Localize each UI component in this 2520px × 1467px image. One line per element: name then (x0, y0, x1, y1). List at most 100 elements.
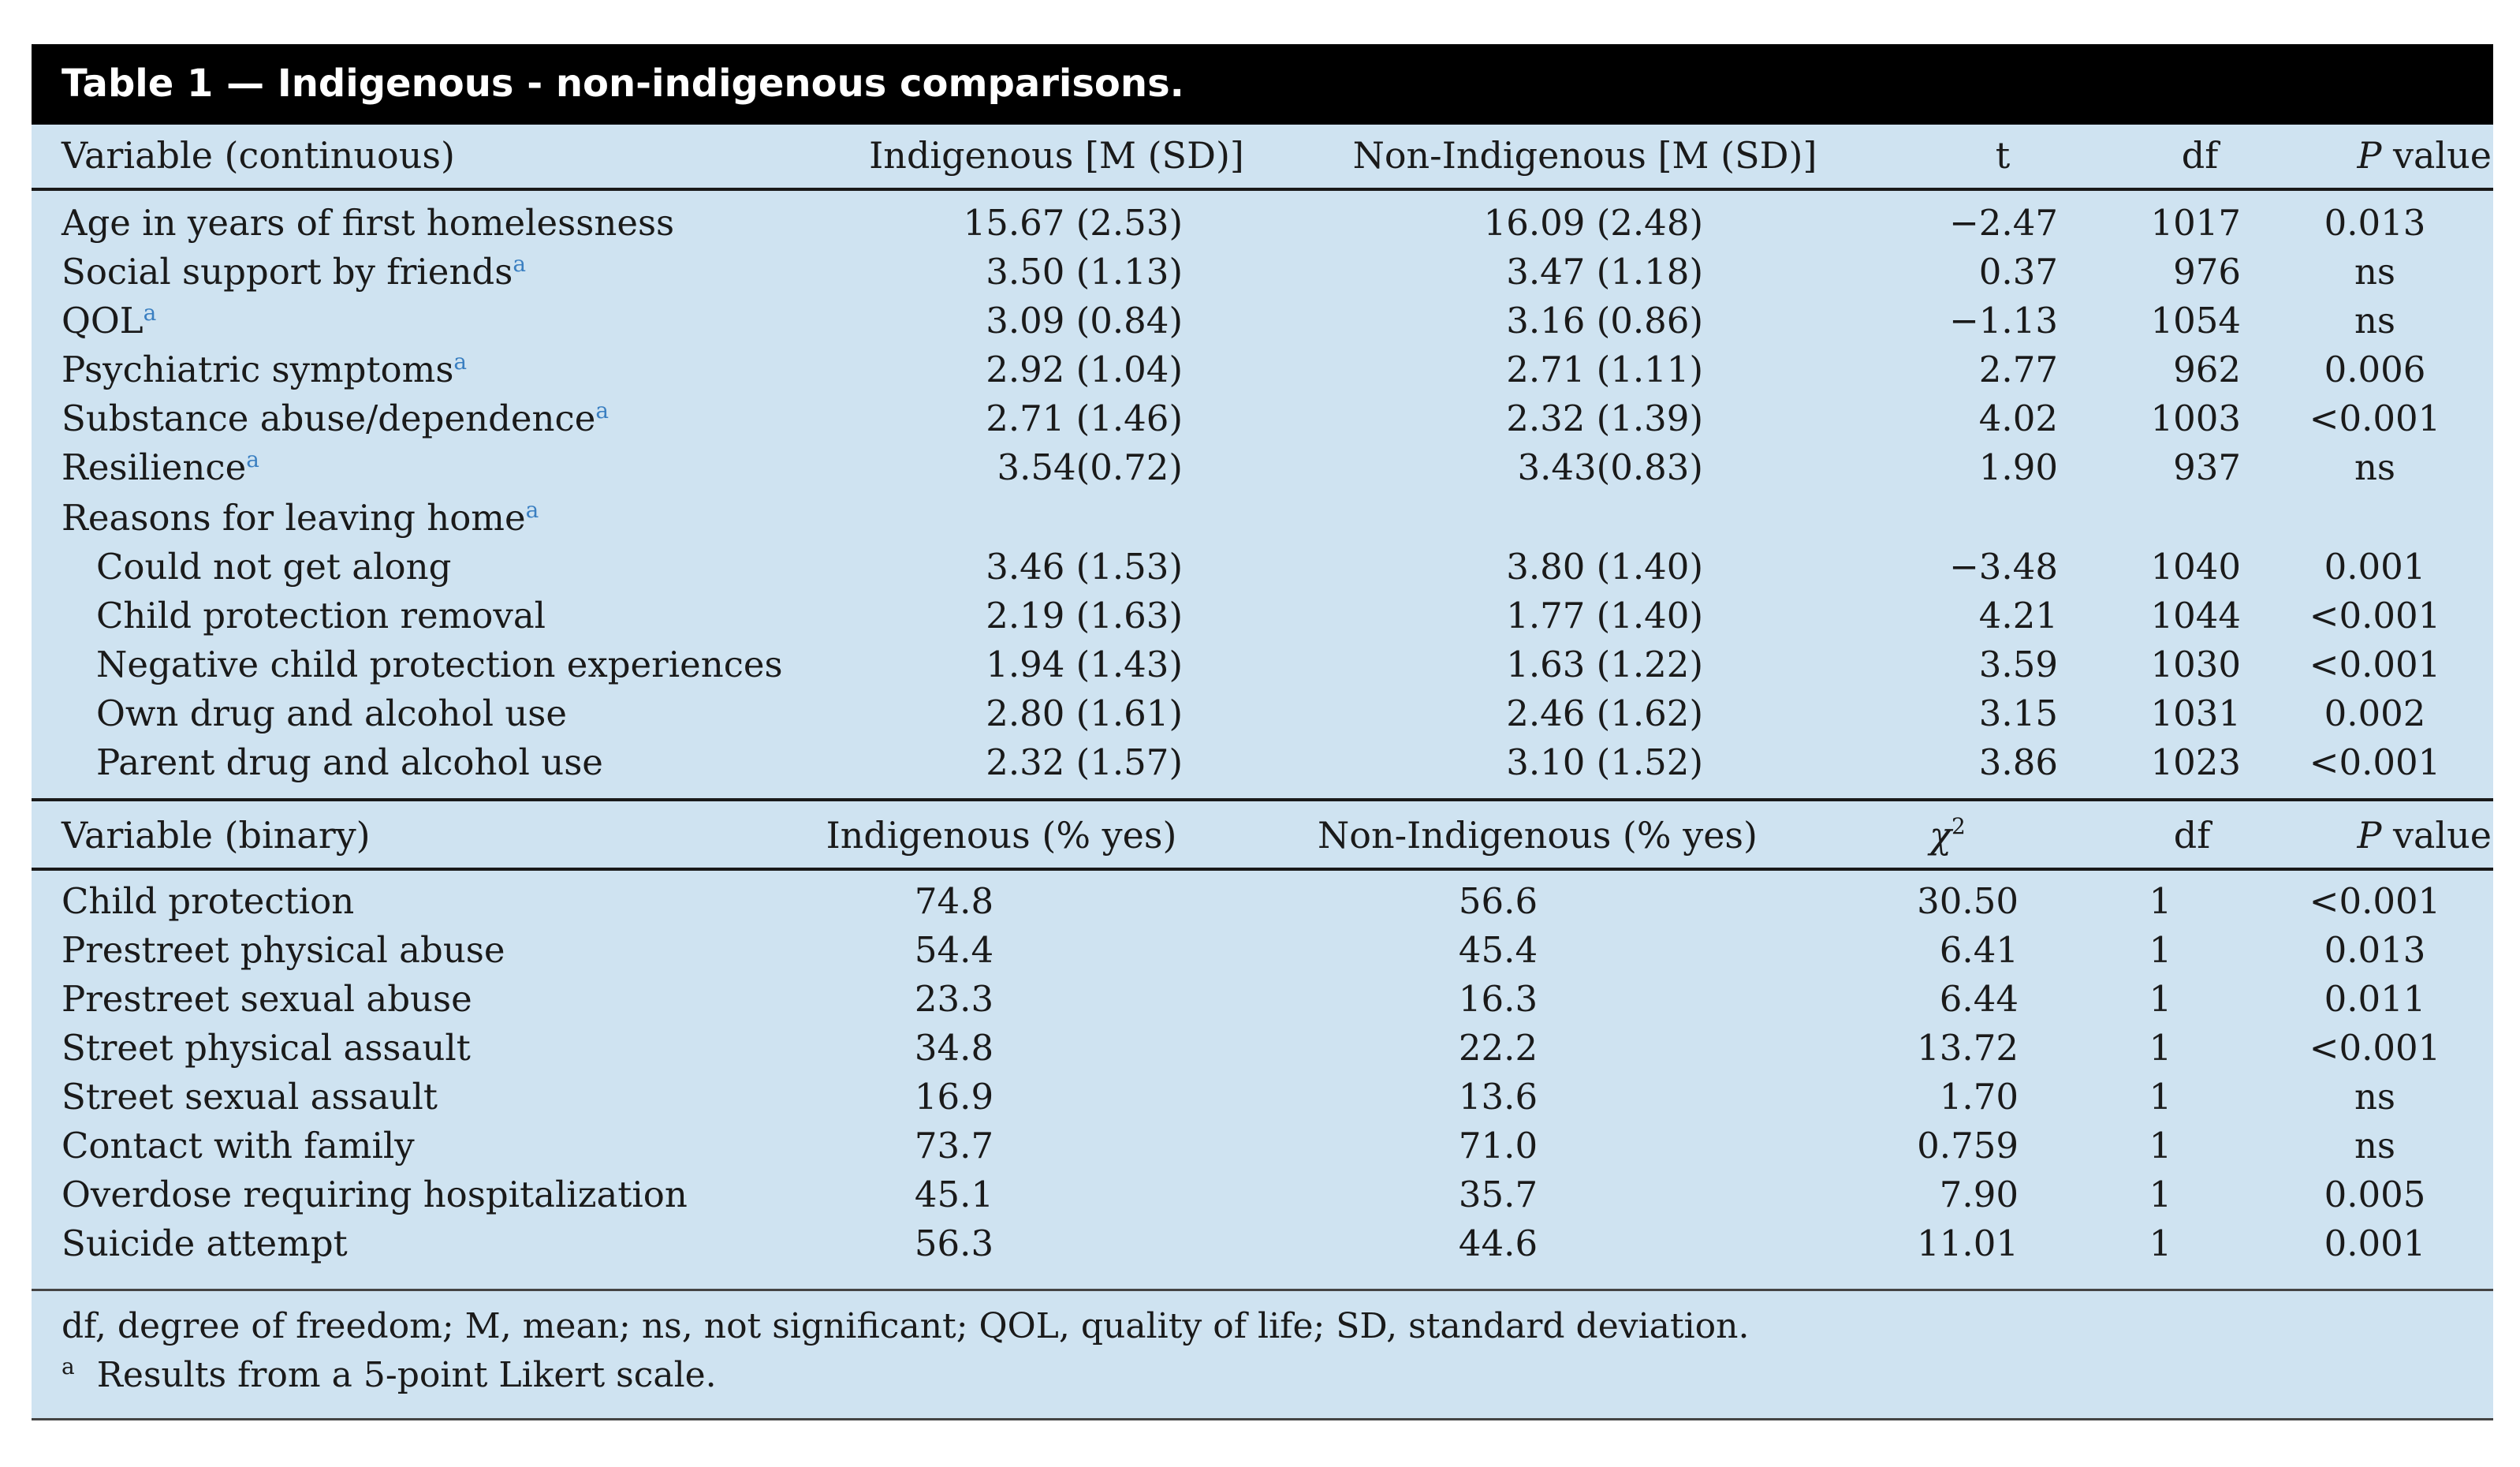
cell-p-value: ns (2354, 1125, 2396, 1167)
header-indigenous-binary: Indigenous (% yes) (826, 814, 1177, 857)
cell-chi-square: 1.70 (1939, 1076, 2019, 1118)
cell-non-indigenous: 16.09 (2.48) (1483, 202, 1703, 244)
cell-non-indigenous: 56.6 (1458, 880, 1538, 922)
cell-indigenous: 2.80 (1.61) (986, 692, 1183, 734)
cell-df: 976 (2173, 251, 2241, 293)
cell-p-value: <0.001 (2309, 1027, 2441, 1069)
cell-df: 1 (2149, 978, 2172, 1020)
cell-p-value: 0.006 (2324, 349, 2426, 390)
cell-t: −3.48 (1949, 546, 2058, 588)
header-non-indigenous-binary: Non-Indigenous (% yes) (1318, 814, 1758, 857)
cell-non-indigenous: 45.4 (1458, 929, 1538, 971)
header-df: df (2181, 134, 2219, 177)
table-title-bar: Table 1 — Indigenous - non-indigenous co… (32, 44, 2493, 125)
continuous-header-row: Variable (continuous) Indigenous [M (SD)… (32, 131, 2493, 180)
cell-df: 1 (2149, 1125, 2172, 1167)
cell-t: 2.77 (1978, 349, 2058, 390)
cell-p-value: 0.011 (2324, 978, 2426, 1020)
footnote-marker: a (246, 446, 259, 472)
cell-p-value: <0.001 (2309, 880, 2441, 922)
header-rule (32, 188, 2493, 191)
row-label: Substance abuse/dependencea (62, 398, 609, 439)
cell-p-value: 0.005 (2324, 1174, 2426, 1215)
cell-indigenous: 1.94 (1.43) (986, 644, 1183, 685)
row-label: Own drug and alcohol use (96, 692, 568, 734)
cell-non-indigenous: 3.47 (1.18) (1506, 251, 1703, 293)
cell-non-indigenous: 2.32 (1.39) (1506, 398, 1703, 439)
cell-p-value: ns (2354, 1076, 2396, 1118)
cell-df: 1 (2149, 880, 2172, 922)
cell-df: 1 (2149, 929, 2172, 971)
row-label: Negative child protection experiences (96, 644, 783, 685)
cell-p-value: 0.001 (2324, 1222, 2426, 1264)
cell-p-value: ns (2354, 300, 2396, 342)
cell-p-value: 0.013 (2324, 929, 2426, 971)
cell-t: −1.13 (1949, 300, 2058, 342)
cell-df: 937 (2173, 446, 2241, 488)
table-row: Age in years of first homelessness 15.67 … (32, 199, 2493, 248)
cell-p-value: ns (2354, 446, 2396, 488)
table-row: Parent drug and alcohol use 2.32 (1.57) 3.… (32, 738, 2493, 787)
header-chi-square: χ2 (1929, 813, 1966, 857)
row-label: Street physical assault (62, 1027, 471, 1069)
table-row: Negative child protection experiences 1.9… (32, 640, 2493, 689)
cell-df: 1017 (2150, 202, 2241, 244)
section-rule (32, 798, 2493, 801)
cell-non-indigenous: 1.63 (1.22) (1506, 644, 1703, 685)
table-row: Substance abuse/dependencea 2.71 (1.46) 2.… (32, 394, 2493, 443)
row-label: Reasons for leaving homea (62, 497, 539, 539)
cell-df: 1 (2149, 1027, 2172, 1069)
cell-indigenous: 3.50 (1.13) (986, 251, 1183, 293)
table-row: Street sexual assault 16.9 13.6 1.70 1 ns (32, 1073, 2493, 1122)
row-label: Contact with family (62, 1125, 415, 1167)
cell-chi-square: 30.50 (1917, 880, 2019, 922)
cell-df: 1 (2149, 1174, 2172, 1215)
footnote-a: a Results from a 5-point Likert scale. (62, 1352, 717, 1399)
cell-non-indigenous: 35.7 (1458, 1174, 1538, 1215)
cell-t: 3.86 (1978, 741, 2058, 783)
cell-indigenous: 2.71 (1.46) (986, 398, 1183, 439)
cell-indigenous: 3.46 (1.53) (986, 546, 1183, 588)
cell-non-indigenous: 71.0 (1458, 1125, 1538, 1167)
table-row: Suicide attempt 56.3 44.6 11.01 1 0.001 (32, 1219, 2493, 1268)
table-row: Overdose requiring hospitalization 45.1 35… (32, 1170, 2493, 1219)
header-rule-binary (32, 868, 2493, 871)
cell-df: 1031 (2150, 692, 2241, 734)
cell-t: 3.15 (1978, 692, 2058, 734)
cell-p-value: 0.001 (2324, 546, 2426, 588)
table-row: Psychiatric symptomsa 2.92 (1.04) 2.71 (1.… (32, 345, 2493, 394)
row-label: Social support by friendsa (62, 251, 527, 293)
cell-indigenous: 45.1 (914, 1174, 994, 1215)
cell-indigenous: 2.19 (1.63) (986, 595, 1183, 636)
cell-non-indigenous: 1.77 (1.40) (1506, 595, 1703, 636)
cell-indigenous: 23.3 (914, 978, 994, 1020)
footnote-marker: a (143, 300, 157, 326)
row-label: Street sexual assault (62, 1076, 438, 1118)
table-row: Own drug and alcohol use 2.80 (1.61) 2.46 … (32, 689, 2493, 738)
footer-rule (32, 1289, 2493, 1291)
row-label: Parent drug and alcohol use (96, 741, 603, 783)
footnote-marker: a (453, 349, 468, 375)
cell-indigenous: 73.7 (914, 1125, 994, 1167)
row-label: Overdose requiring hospitalization (62, 1174, 688, 1215)
cell-p-value: <0.001 (2309, 595, 2441, 636)
cell-indigenous: 54.4 (914, 929, 994, 971)
cell-indigenous: 3.09 (0.84) (986, 300, 1183, 342)
cell-indigenous: 56.3 (914, 1222, 994, 1264)
cell-p-value: <0.001 (2309, 741, 2441, 783)
cell-non-indigenous: 3.16 (0.86) (1506, 300, 1703, 342)
row-label: Could not get along (96, 546, 452, 588)
header-p-value: P value (2357, 134, 2492, 177)
table-row: Contact with family 73.7 71.0 0.759 1 ns (32, 1122, 2493, 1170)
cell-chi-square: 6.41 (1939, 929, 2019, 971)
table-row: Prestreet physical abuse 54.4 45.4 6.41 1 0.0… (32, 926, 2493, 975)
cell-non-indigenous: 3.80 (1.40) (1506, 546, 1703, 588)
row-label: Psychiatric symptomsa (62, 349, 468, 390)
cell-non-indigenous: 22.2 (1458, 1027, 1538, 1069)
cell-non-indigenous: 16.3 (1458, 978, 1538, 1020)
header-p-value-binary: P value (2357, 814, 2492, 857)
footnote-a-marker: a (62, 1353, 75, 1379)
cell-indigenous: 34.8 (914, 1027, 994, 1069)
header-variable: Variable (continuous) (62, 134, 455, 177)
row-label: Child protection removal (96, 595, 546, 636)
